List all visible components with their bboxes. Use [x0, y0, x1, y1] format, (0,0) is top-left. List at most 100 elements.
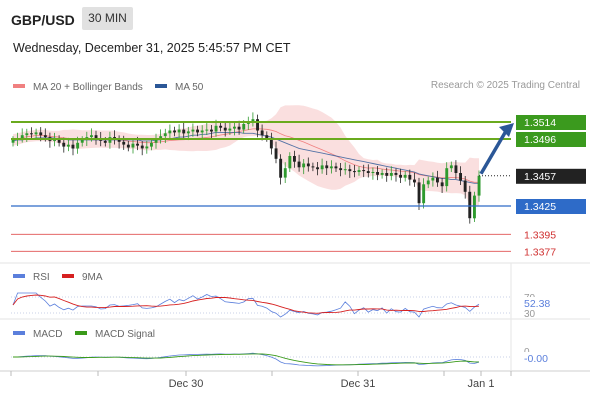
rsi-ma-legend-swatch	[62, 274, 74, 278]
candle-body	[274, 148, 278, 159]
candle-body	[136, 143, 139, 146]
candle-body	[371, 172, 375, 173]
datetime-label: Wednesday, December 31, 2025 5:45:57 PM …	[13, 41, 291, 55]
candle-body	[366, 171, 370, 173]
candle-body	[334, 166, 338, 169]
rsi-ma-line	[12, 294, 480, 314]
rsi-ma-legend-label: 9MA	[82, 272, 103, 283]
candle-body	[306, 163, 310, 167]
candle-body	[131, 143, 135, 148]
macd-legend-label: MACD	[33, 329, 62, 340]
candle-body	[39, 132, 43, 136]
rsi-level-30: 30	[524, 309, 536, 320]
macd-value-bg	[516, 352, 556, 365]
candle-body	[25, 133, 29, 136]
candle-body	[228, 128, 232, 131]
interval-tab[interactable]: 30 MIN	[82, 7, 133, 30]
candle-body	[251, 119, 255, 122]
rsi-line	[12, 292, 480, 318]
level-price-tag	[516, 168, 586, 184]
candle-body	[269, 138, 273, 149]
candle-body	[394, 173, 398, 175]
candle-body	[159, 136, 163, 139]
candle-body	[163, 133, 167, 137]
rsi-value-bg	[516, 297, 556, 310]
candle-body	[186, 131, 190, 134]
candle-body	[477, 175, 481, 196]
candle-body	[256, 119, 259, 131]
rsi-current-value: 52.38	[524, 298, 550, 310]
candle-body	[413, 179, 416, 183]
x-axis-label: Jan 1	[468, 378, 495, 390]
rsi-legend-label: RSI	[33, 272, 50, 283]
candle-body	[353, 171, 356, 173]
candle-body	[316, 167, 319, 170]
candle-body	[389, 173, 393, 176]
candle-body	[454, 165, 458, 173]
candle-body	[43, 135, 47, 138]
candle-body	[205, 129, 209, 131]
candle-body	[440, 182, 444, 187]
candle-body	[223, 127, 227, 131]
level-label: 1.3457	[524, 171, 556, 183]
ma20-legend-swatch	[13, 84, 25, 88]
candle-body	[57, 139, 61, 143]
forecast-arrow-shaft	[479, 130, 508, 175]
candle-body	[219, 125, 223, 128]
candle-body	[71, 144, 75, 149]
candle-body	[242, 123, 246, 130]
candle-body	[154, 139, 158, 143]
bollinger-band	[13, 105, 479, 207]
candle-body	[177, 129, 181, 133]
forecast-arrow-head	[499, 123, 514, 137]
candle-body	[376, 172, 379, 175]
candle-body	[76, 142, 80, 149]
candle-body	[11, 139, 15, 143]
macd-line	[12, 352, 480, 367]
candle-body	[283, 168, 287, 178]
ma20-legend-label: MA 20 + Bollinger Bands	[33, 82, 143, 93]
candle-body	[385, 173, 389, 176]
candle-body	[122, 141, 126, 145]
level-label: 1.3425	[524, 201, 556, 213]
candle-body	[459, 173, 462, 181]
candle-body	[80, 139, 84, 143]
candle-body	[436, 177, 439, 183]
candle-body	[265, 135, 269, 138]
candle-body	[293, 156, 296, 162]
symbol-title: GBP/USD	[11, 12, 75, 28]
candle-body	[417, 182, 421, 204]
candle-body	[233, 126, 236, 129]
candle-body	[214, 125, 218, 132]
candle-body	[297, 161, 301, 168]
candle-body	[200, 130, 204, 133]
candle-body	[449, 165, 453, 169]
candle-body	[90, 135, 93, 138]
candle-body	[237, 126, 241, 130]
candle-body	[210, 129, 213, 132]
candle-body	[150, 142, 153, 147]
macd-legend-swatch	[13, 331, 25, 335]
candle-body	[260, 130, 264, 136]
candle-body	[431, 177, 435, 181]
candle-body	[473, 195, 476, 219]
candle-body	[343, 169, 347, 171]
candle-body	[329, 166, 333, 169]
candle-body	[311, 166, 315, 168]
ma50-legend-label: MA 50	[175, 82, 204, 93]
macd-signal-legend-swatch	[75, 331, 87, 335]
candle-body	[325, 165, 329, 169]
candle-body	[140, 145, 144, 149]
candle-body	[339, 168, 343, 171]
macd-signal-legend-label: MACD Signal	[95, 329, 155, 340]
candle-body	[445, 168, 449, 187]
candle-body	[357, 170, 361, 172]
x-axis-label: Dec 30	[169, 378, 204, 390]
level-price-tag	[516, 132, 586, 147]
candle-body	[320, 165, 324, 170]
rsi-legend-swatch	[13, 274, 25, 278]
macd-current-value: -0.00	[524, 353, 548, 365]
candle-body	[191, 129, 195, 132]
candle-body	[126, 144, 130, 148]
candle-body	[94, 135, 98, 138]
